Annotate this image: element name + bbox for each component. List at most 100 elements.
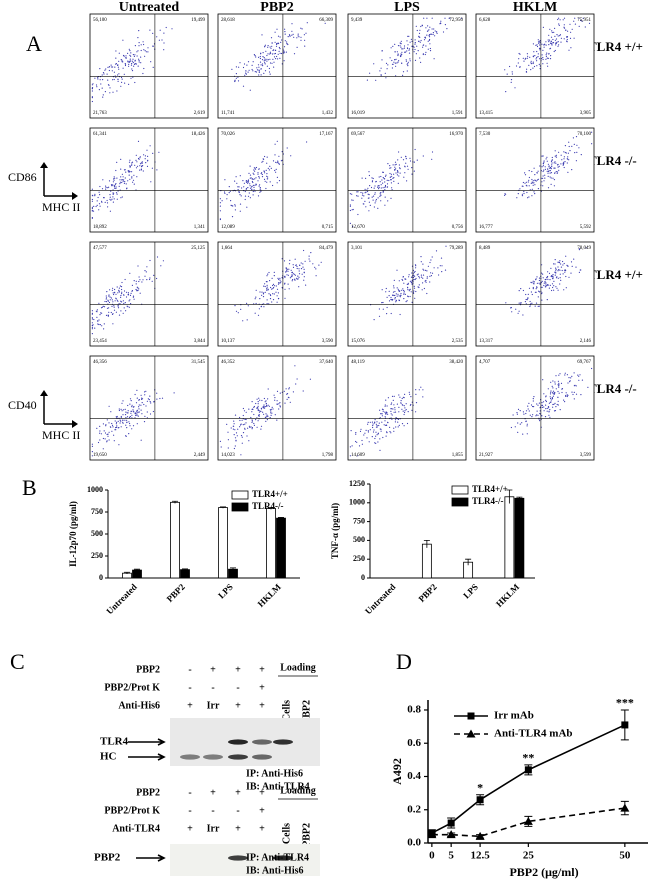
dot bbox=[140, 394, 142, 396]
dot bbox=[235, 439, 237, 441]
dot bbox=[270, 286, 272, 289]
dot bbox=[288, 288, 290, 290]
dot bbox=[275, 161, 277, 163]
lane-label: PBP2 bbox=[301, 823, 312, 847]
dot bbox=[271, 301, 273, 303]
dot bbox=[259, 187, 261, 189]
dot bbox=[146, 400, 148, 402]
dot bbox=[117, 74, 119, 76]
dot bbox=[367, 430, 369, 432]
dot bbox=[263, 170, 265, 172]
dot bbox=[565, 255, 567, 257]
dot bbox=[131, 68, 133, 70]
dot bbox=[102, 96, 104, 98]
dot bbox=[109, 426, 111, 428]
dot bbox=[542, 170, 544, 173]
dot bbox=[263, 405, 265, 407]
dot bbox=[272, 184, 274, 187]
dot bbox=[554, 383, 556, 385]
dot bbox=[545, 282, 547, 284]
dot bbox=[141, 166, 143, 168]
dot bbox=[234, 204, 236, 206]
dot bbox=[563, 399, 565, 401]
panel-letter: A bbox=[26, 31, 42, 56]
dot bbox=[113, 309, 116, 311]
dot bbox=[394, 419, 397, 421]
dot bbox=[361, 197, 363, 199]
dot bbox=[118, 52, 120, 54]
dot bbox=[102, 72, 105, 74]
dot bbox=[144, 158, 146, 160]
dot bbox=[555, 156, 558, 158]
dot bbox=[123, 55, 125, 57]
dot bbox=[386, 296, 388, 298]
dot bbox=[230, 204, 232, 206]
dot bbox=[429, 261, 431, 264]
dot bbox=[541, 286, 543, 288]
dot bbox=[272, 284, 274, 287]
dot bbox=[136, 414, 138, 416]
dot bbox=[533, 406, 535, 408]
dot bbox=[239, 424, 242, 426]
dot bbox=[256, 398, 258, 400]
dot bbox=[138, 30, 140, 32]
dot bbox=[567, 382, 569, 384]
dot bbox=[132, 295, 135, 297]
dot bbox=[112, 313, 114, 315]
dot bbox=[124, 419, 126, 421]
dot bbox=[390, 173, 392, 175]
dot bbox=[548, 52, 550, 55]
dot bbox=[126, 421, 128, 423]
dot bbox=[563, 151, 565, 153]
dot bbox=[116, 193, 118, 195]
dot bbox=[386, 313, 388, 315]
dot bbox=[524, 172, 526, 174]
dot bbox=[290, 155, 292, 157]
dot bbox=[532, 400, 534, 402]
dot bbox=[408, 49, 410, 51]
dot bbox=[422, 46, 424, 48]
dot bbox=[141, 402, 143, 404]
dot bbox=[514, 426, 516, 428]
dot bbox=[542, 155, 544, 157]
dot bbox=[371, 180, 374, 182]
dot bbox=[530, 281, 532, 283]
dot bbox=[394, 407, 396, 409]
dot bbox=[523, 60, 525, 62]
dot bbox=[364, 432, 366, 434]
dot bbox=[131, 406, 133, 408]
dot bbox=[381, 50, 383, 52]
dot bbox=[395, 172, 397, 174]
dot bbox=[408, 274, 410, 276]
dot bbox=[536, 45, 539, 48]
dot bbox=[384, 184, 387, 187]
dot bbox=[108, 405, 110, 407]
dot bbox=[554, 172, 556, 174]
dot bbox=[384, 196, 386, 198]
dot bbox=[124, 278, 126, 281]
dot bbox=[555, 42, 557, 44]
dot bbox=[108, 69, 110, 72]
dot bbox=[375, 431, 377, 433]
dot bbox=[96, 316, 98, 318]
dot bbox=[243, 182, 245, 184]
dot bbox=[127, 404, 129, 407]
dot bbox=[133, 55, 135, 58]
dot bbox=[130, 64, 133, 66]
dot bbox=[401, 48, 403, 50]
dot bbox=[303, 268, 305, 270]
dot bbox=[555, 286, 557, 288]
dot bbox=[91, 326, 93, 328]
dot bbox=[398, 164, 400, 166]
dot bbox=[255, 419, 257, 421]
dot bbox=[138, 288, 140, 290]
y-axis-title: IL-12p70 (pg/ml) bbox=[68, 501, 78, 567]
dot bbox=[532, 182, 534, 184]
dot bbox=[128, 306, 130, 308]
dot bbox=[368, 171, 370, 173]
dot bbox=[361, 177, 363, 179]
dot bbox=[267, 388, 269, 390]
dot bbox=[547, 187, 550, 189]
dot bbox=[124, 64, 127, 67]
dot bbox=[566, 38, 568, 41]
